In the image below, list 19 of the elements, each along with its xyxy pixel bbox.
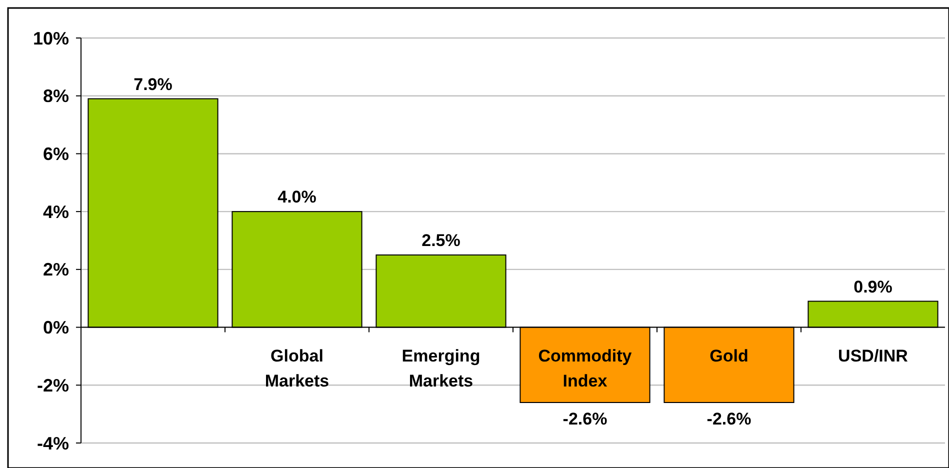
x-tick-label: Commodity Index — [538, 346, 632, 390]
y-tick-label: 6% — [42, 144, 69, 164]
y-tick-label: 2% — [42, 260, 69, 280]
y-tick-label: -2% — [36, 375, 69, 396]
data-label: 4.0% — [278, 188, 316, 207]
data-label: 2.5% — [422, 230, 460, 250]
x-tick-label: Global Markets — [264, 346, 330, 390]
x-tick-label: USD/INR — [838, 346, 908, 366]
x-tick-label: Emerging Markets — [402, 346, 480, 390]
y-tick-label: 4% — [42, 202, 69, 222]
y-tick-label: 8% — [42, 86, 69, 106]
y-tick-label: -4% — [36, 433, 69, 454]
data-label: 0.9% — [854, 277, 892, 296]
y-tick-label: 0% — [42, 318, 69, 338]
data-label: -2.6% — [706, 410, 752, 428]
data-label: -2.6% — [562, 410, 608, 428]
x-tick-label: Gold — [710, 346, 748, 366]
data-label: 7.9% — [134, 74, 172, 94]
y-tick-label: 10% — [32, 28, 69, 48]
